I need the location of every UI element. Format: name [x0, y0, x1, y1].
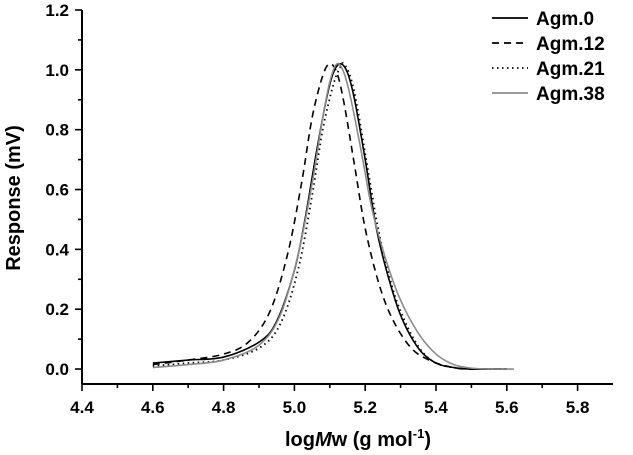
- x-tick-label: 5.0: [283, 398, 307, 417]
- axes: [81, 10, 613, 385]
- x-tick-label: 4.6: [141, 398, 165, 417]
- y-tick-label: 0.0: [45, 360, 69, 379]
- x-tick-label: 5.6: [495, 398, 519, 417]
- y-tick-label: 1.2: [45, 1, 69, 20]
- legend-label: Agm.0: [536, 9, 594, 30]
- legend-label: Agm.21: [536, 59, 605, 80]
- y-tick-label: 0.4: [45, 240, 69, 259]
- y-tick-label: 0.2: [45, 300, 69, 319]
- legend-label: Agm.12: [536, 34, 605, 55]
- y-tick-label: 0.6: [45, 181, 69, 200]
- y-axis-title: Response (mV): [3, 125, 25, 271]
- x-axis-title: logMw (g mol-1): [285, 426, 431, 451]
- legend: Agm.0 Agm.12 Agm.21 Agm.38: [492, 9, 605, 105]
- legend-label: Agm.38: [536, 84, 605, 105]
- x-tick-label: 4.8: [212, 398, 236, 417]
- y-tick-label: 1.0: [45, 61, 69, 80]
- series-line-agm-38: [152, 62, 514, 370]
- x-tick-label: 5.4: [424, 398, 448, 417]
- x-tick-label: 4.4: [70, 398, 94, 417]
- series-line-agm-0: [152, 63, 507, 370]
- series-line-agm-12: [152, 63, 507, 371]
- x-tick-label: 5.2: [353, 398, 377, 417]
- x-tick-label: 5.8: [566, 398, 590, 417]
- series-line-agm-21: [152, 62, 507, 371]
- plot-area: [152, 62, 514, 371]
- y-tick-label: 0.8: [45, 121, 69, 140]
- ticks: 4.4 4.6 4.8 5.0 5.2 5.4 5.6 5.8 0.0 0.2 0.4 0.6 0.8 1…: [45, 1, 589, 417]
